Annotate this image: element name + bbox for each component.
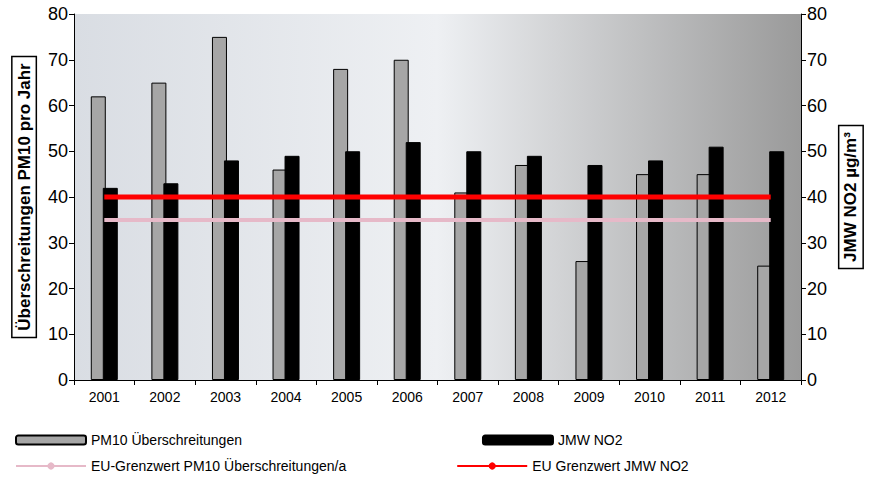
svg-text:2012: 2012 bbox=[755, 389, 786, 405]
svg-text:0: 0 bbox=[807, 370, 817, 390]
svg-text:PM10 Überschreitungen: PM10 Überschreitungen bbox=[91, 431, 242, 448]
svg-text:30: 30 bbox=[807, 233, 827, 253]
svg-text:2007: 2007 bbox=[452, 389, 483, 405]
svg-text:EU-Grenzwert PM10 Überschreitu: EU-Grenzwert PM10 Überschreitungen/a bbox=[91, 457, 346, 474]
svg-text:0: 0 bbox=[58, 370, 68, 390]
svg-text:80: 80 bbox=[807, 4, 827, 24]
svg-text:2001: 2001 bbox=[89, 389, 120, 405]
svg-text:50: 50 bbox=[48, 141, 68, 161]
svg-text:2010: 2010 bbox=[634, 389, 665, 405]
svg-text:30: 30 bbox=[48, 233, 68, 253]
svg-text:2005: 2005 bbox=[331, 389, 362, 405]
svg-text:2008: 2008 bbox=[513, 389, 544, 405]
svg-text:10: 10 bbox=[807, 324, 827, 344]
svg-text:40: 40 bbox=[48, 187, 68, 207]
svg-text:50: 50 bbox=[807, 141, 827, 161]
svg-text:2006: 2006 bbox=[392, 389, 423, 405]
svg-text:Überschreitungen PM10 pro Jahr: Überschreitungen PM10 pro Jahr bbox=[15, 63, 34, 331]
svg-text:JMW NO2: JMW NO2 bbox=[558, 432, 623, 448]
svg-text:60: 60 bbox=[807, 96, 827, 116]
svg-text:20: 20 bbox=[48, 279, 68, 299]
svg-text:JMW NO2 µg/m³: JMW NO2 µg/m³ bbox=[841, 132, 860, 262]
svg-text:2003: 2003 bbox=[210, 389, 241, 405]
svg-text:2011: 2011 bbox=[695, 389, 725, 405]
svg-text:2004: 2004 bbox=[270, 389, 301, 405]
svg-text:70: 70 bbox=[807, 50, 827, 70]
svg-text:2009: 2009 bbox=[573, 389, 604, 405]
svg-text:EU Grenzwert JMW NO2: EU Grenzwert JMW NO2 bbox=[532, 458, 689, 474]
svg-text:20: 20 bbox=[807, 279, 827, 299]
svg-text:40: 40 bbox=[807, 187, 827, 207]
svg-text:2002: 2002 bbox=[149, 389, 180, 405]
svg-text:10: 10 bbox=[48, 324, 68, 344]
svg-text:80: 80 bbox=[48, 4, 68, 24]
svg-text:60: 60 bbox=[48, 96, 68, 116]
svg-text:70: 70 bbox=[48, 50, 68, 70]
